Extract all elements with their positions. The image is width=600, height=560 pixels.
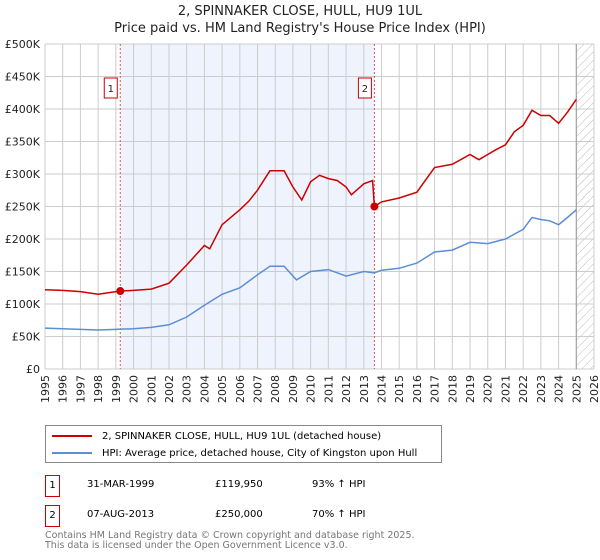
- x-tick-label: 2023: [535, 375, 548, 403]
- sale-badge-box: [103, 77, 118, 99]
- legend-swatch-red: [52, 435, 92, 437]
- legend: 2, SPINNAKER CLOSE, HULL, HU9 1UL (detac…: [45, 425, 442, 463]
- x-tick-label: 2011: [322, 375, 335, 403]
- x-tick-label: 2017: [429, 375, 442, 403]
- sale-date: 07-AUG-2013: [87, 509, 155, 520]
- sale-price: £250,000: [215, 509, 263, 520]
- footer-copyright: Contains HM Land Registry data © Crown c…: [45, 530, 415, 541]
- x-tick-label: 2016: [411, 375, 424, 403]
- sale-price: £119,950: [215, 479, 263, 490]
- x-tick-label: 2015: [393, 375, 406, 403]
- x-tick-label: 1998: [92, 375, 105, 403]
- x-tick-label: 2003: [181, 375, 194, 403]
- sale-badge-label: 2: [362, 84, 368, 95]
- y-tick-label: £300K: [5, 168, 41, 181]
- x-tick-label: 2005: [216, 375, 229, 403]
- x-tick-label: 2022: [517, 375, 530, 403]
- x-tick-label: 2013: [358, 375, 371, 403]
- y-tick-label: £100K: [5, 298, 41, 311]
- sale-row-1: 1 31-MAR-1999 £119,950 93% ↑ HPI: [45, 475, 465, 497]
- property-price-line: [44, 98, 577, 296]
- sale-point: [370, 202, 379, 211]
- sale-hpi: 93% ↑ HPI: [312, 479, 366, 490]
- sale-badge-box: [357, 77, 372, 99]
- sale-date: 31-MAR-1999: [87, 479, 155, 490]
- x-tick-label: 1996: [57, 375, 70, 403]
- legend-swatch-blue: [52, 452, 92, 454]
- y-tick-label: £200K: [5, 233, 41, 246]
- y-tick-label: £50K: [12, 331, 41, 344]
- x-tick-label: 2021: [499, 375, 512, 403]
- legend-label: HPI: Average price, detached house, City…: [102, 447, 418, 459]
- x-tick-label: 1999: [110, 375, 123, 403]
- x-tick-label: 2001: [145, 375, 158, 403]
- x-tick-label: 2002: [163, 375, 176, 403]
- x-tick-label: 2004: [198, 375, 211, 403]
- x-tick-label: 2009: [287, 375, 300, 403]
- hpi-line: [44, 209, 577, 331]
- x-tick-label: 2006: [234, 375, 247, 403]
- y-tick-label: £350K: [5, 136, 41, 149]
- x-tick-label: 1995: [39, 375, 52, 403]
- x-tick-label: 2018: [446, 375, 459, 403]
- x-tick-label: 2000: [128, 375, 141, 403]
- x-tick-label: 1997: [74, 375, 87, 403]
- legend-label: 2, SPINNAKER CLOSE, HULL, HU9 1UL (detac…: [102, 430, 382, 442]
- x-tick-label: 2012: [340, 375, 353, 403]
- x-tick-label: 2025: [570, 375, 583, 403]
- chart-title: 2, SPINNAKER CLOSE, HULL, HU9 1UL: [177, 4, 423, 19]
- y-tick-label: £500K: [5, 38, 41, 51]
- chart-subtitle: Price paid vs. HM Land Registry's House …: [114, 21, 486, 36]
- sale-badge: 1: [45, 475, 60, 497]
- sale-point: [116, 287, 125, 296]
- x-tick-label: 2019: [464, 375, 477, 403]
- footer: Contains HM Land Registry data © Crown c…: [45, 531, 415, 551]
- x-tick-label: 2020: [482, 375, 495, 403]
- y-tick-label: £450K: [5, 71, 41, 84]
- x-tick-label: 2007: [252, 375, 265, 403]
- legend-item-property: 2, SPINNAKER CLOSE, HULL, HU9 1UL (detac…: [52, 428, 381, 444]
- x-tick-label: 2026: [588, 375, 600, 403]
- x-tick-label: 2010: [305, 375, 318, 403]
- y-tick-label: £150K: [5, 266, 41, 279]
- price-chart: 1995 1996 1997 1998 1999 2000 2001 2002 2003 2004…: [5, 38, 600, 403]
- y-tick-label: £400K: [5, 103, 41, 116]
- sale-hpi: 70% ↑ HPI: [312, 509, 366, 520]
- sale-badge: 2: [45, 505, 60, 527]
- x-tick-label: 2008: [269, 375, 282, 403]
- legend-item-hpi: HPI: Average price, detached house, City…: [52, 445, 417, 461]
- y-tick-label: £250K: [5, 201, 41, 214]
- x-tick-label: 2014: [375, 375, 388, 403]
- y-tick-label: £0: [26, 363, 40, 376]
- footer-licence: This data is licensed under the Open Gov…: [45, 540, 348, 551]
- sale-badge-label: 1: [108, 84, 114, 95]
- sale-row-2: 2 07-AUG-2013 £250,000 70% ↑ HPI: [45, 505, 465, 527]
- x-tick-label: 2024: [553, 375, 566, 403]
